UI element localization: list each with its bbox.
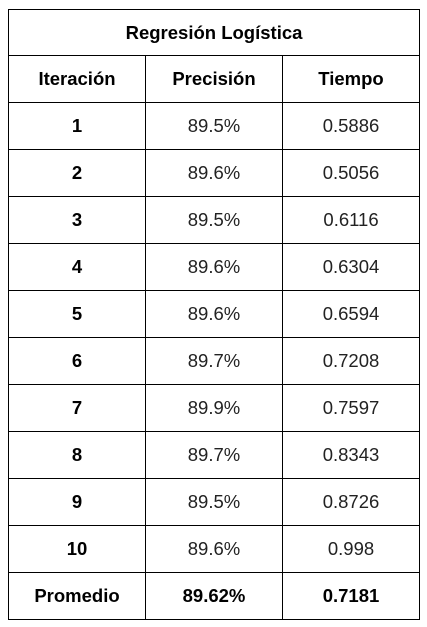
table-row: 2 89.6% 0.5056 [8,149,421,197]
precision-cell: 89.5% [145,102,283,150]
iteration-cell: 10 [8,525,146,573]
header-row: Iteración Precisión Tiempo [8,55,421,103]
precision-cell: 89.5% [145,196,283,244]
precision-cell: 89.6% [145,525,283,573]
iteration-cell: 4 [8,243,146,291]
iteration-cell: 3 [8,196,146,244]
precision-cell: 89.7% [145,431,283,479]
precision-cell: 89.9% [145,384,283,432]
iteration-cell: 6 [8,337,146,385]
precision-cell: 89.7% [145,337,283,385]
time-cell: 0.5056 [281,149,421,197]
table-row: 8 89.7% 0.8343 [8,431,421,479]
iteration-cell: 2 [8,149,146,197]
average-label: Promedio [8,572,146,620]
iteration-cell: 9 [8,478,146,526]
average-row: Promedio 89.62% 0.7181 [8,572,421,620]
time-cell: 0.7208 [281,337,421,385]
iteration-cell: 7 [8,384,146,432]
precision-cell: 89.6% [145,290,283,338]
table-title: Regresión Logística [7,9,421,56]
table-row: 5 89.6% 0.6594 [8,290,421,338]
iteration-cell: 5 [8,290,146,338]
average-time: 0.7181 [281,572,421,620]
time-cell: 0.8726 [281,478,421,526]
table-row: 1 89.5% 0.5886 [8,102,421,150]
table-row: 4 89.6% 0.6304 [8,243,421,291]
column-header-precision: Precisión [145,55,283,103]
time-cell: 0.6116 [281,196,421,244]
iteration-cell: 8 [8,431,146,479]
iteration-cell: 1 [8,102,146,150]
time-cell: 0.5886 [281,102,421,150]
table-row: 10 89.6% 0.998 [8,525,421,573]
average-precision: 89.62% [145,572,283,620]
table-row: 9 89.5% 0.8726 [8,478,421,526]
time-cell: 0.998 [281,525,421,573]
time-cell: 0.6304 [281,243,421,291]
table-row: 3 89.5% 0.6116 [8,196,421,244]
results-table-container: Regresión Logística Iteración Precisión … [7,9,421,620]
precision-cell: 89.6% [145,149,283,197]
precision-cell: 89.6% [145,243,283,291]
title-row: Regresión Logística [7,9,421,56]
precision-cell: 89.5% [145,478,283,526]
table-row: 6 89.7% 0.7208 [8,337,421,385]
results-table: Regresión Logística Iteración Precisión … [7,9,421,620]
column-header-time: Tiempo [281,55,421,103]
time-cell: 0.8343 [281,431,421,479]
column-header-iteration: Iteración [8,55,146,103]
table-row: 7 89.9% 0.7597 [8,384,421,432]
time-cell: 0.6594 [281,290,421,338]
time-cell: 0.7597 [281,384,421,432]
